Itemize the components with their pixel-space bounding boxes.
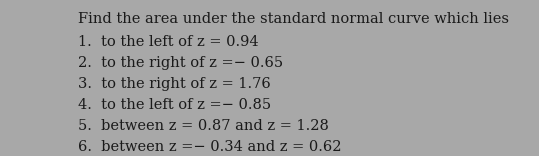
Text: 5.  between z = 0.87 and z = 1.28: 5. between z = 0.87 and z = 1.28 bbox=[78, 119, 329, 133]
Text: 2.  to the right of z =− 0.65: 2. to the right of z =− 0.65 bbox=[78, 56, 283, 70]
Text: 6.  between z =− 0.34 and z = 0.62: 6. between z =− 0.34 and z = 0.62 bbox=[78, 140, 342, 154]
Text: 3.  to the right of z = 1.76: 3. to the right of z = 1.76 bbox=[78, 77, 271, 91]
Text: 1.  to the left of z = 0.94: 1. to the left of z = 0.94 bbox=[78, 35, 259, 49]
Text: Find the area under the standard normal curve which lies: Find the area under the standard normal … bbox=[78, 12, 509, 26]
Text: 4.  to the left of z =− 0.85: 4. to the left of z =− 0.85 bbox=[78, 98, 271, 112]
